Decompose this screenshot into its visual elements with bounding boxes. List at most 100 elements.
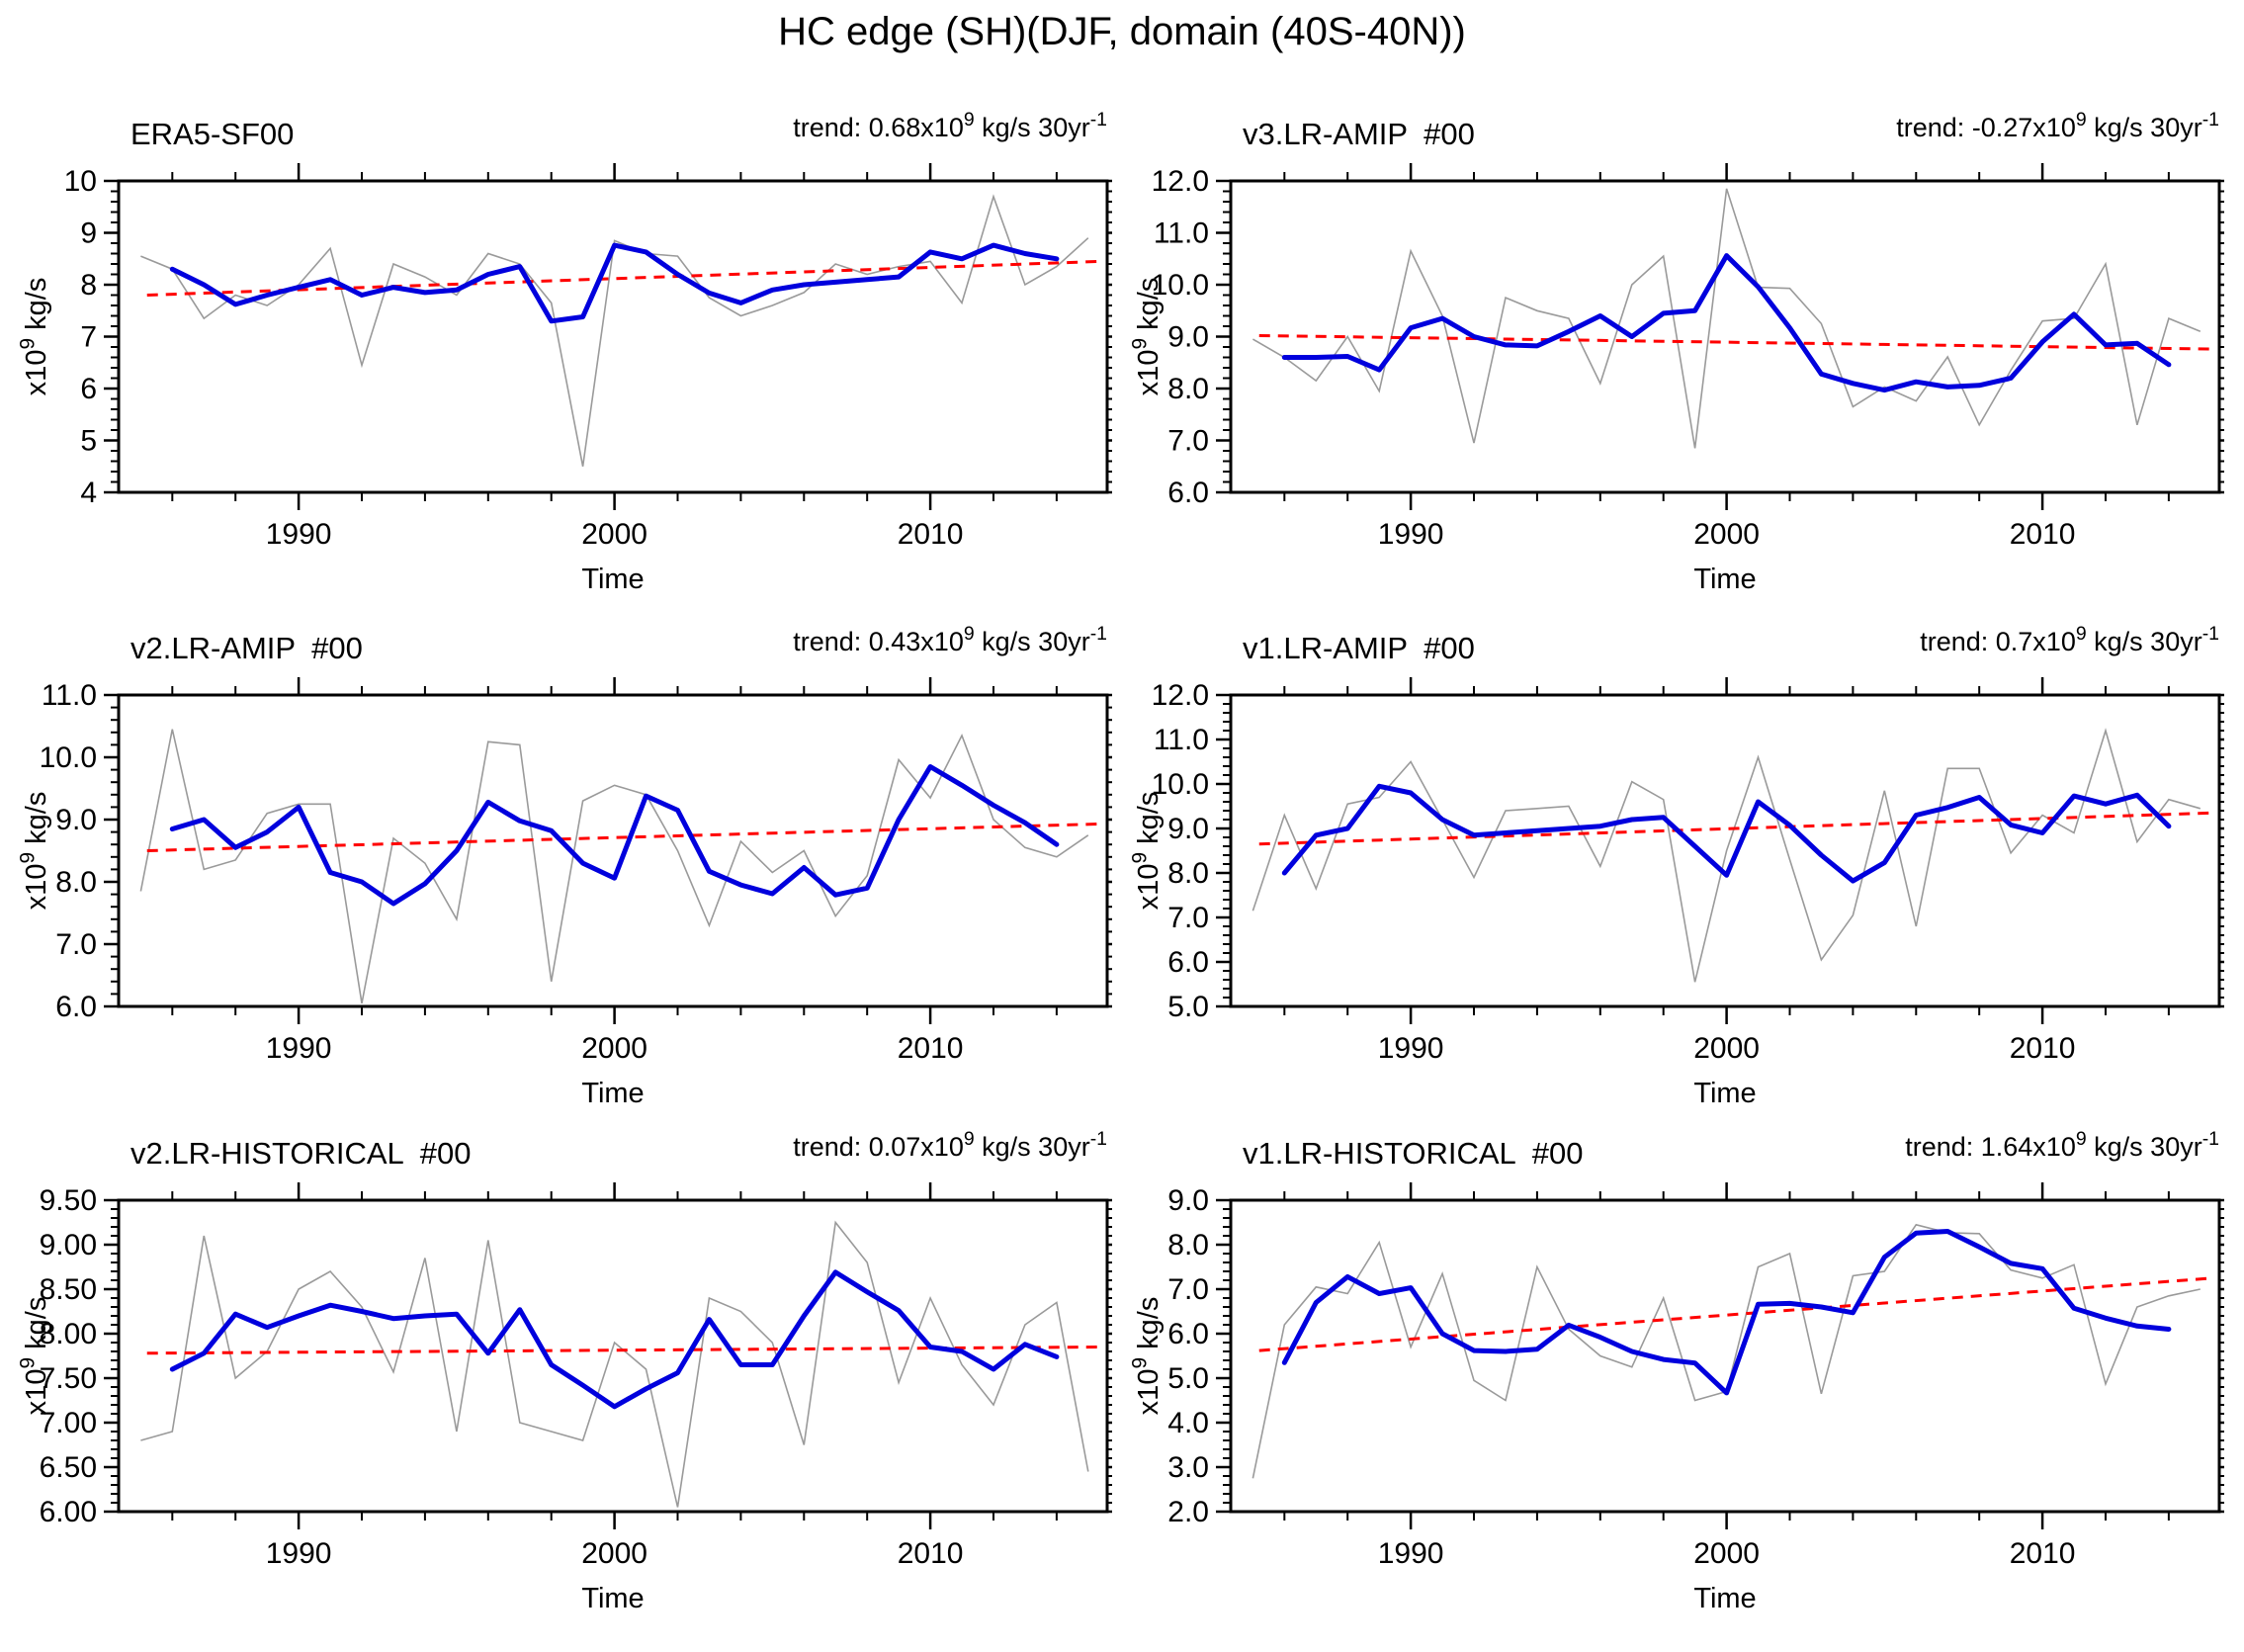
panel-chart-svg: v2.LR-HISTORICAL #00 trend: 0.07x109 kg/s … <box>16 1128 1122 1614</box>
y-tick-label-4.0: 4.0 <box>1167 1407 1209 1439</box>
x-tick-label-2000: 2000 <box>581 1032 647 1065</box>
y-tick-label-6.00: 6.00 <box>40 1496 97 1528</box>
figure-title: HC edge (SH)(DJF, domain (40S-40N)) <box>778 10 1466 53</box>
panel-trend-label: trend: 0.07x109 kg/s 30yr-1 <box>793 1128 1107 1162</box>
y-tick-label-11.0: 11.0 <box>42 679 97 712</box>
y-tick-label-7.0: 7.0 <box>1167 425 1209 458</box>
x-tick-label-2000: 2000 <box>581 518 647 551</box>
plot-frame <box>117 179 1109 494</box>
y-axis-label: x109 kg/s <box>20 792 52 911</box>
blue-smoothed-series-line <box>1281 253 2172 393</box>
x-tick-label-1990: 1990 <box>1378 1032 1444 1065</box>
y-tick-label-7.00: 7.00 <box>40 1407 97 1439</box>
y-tick-label-7: 7 <box>80 321 97 354</box>
y-tick-label-6: 6 <box>80 373 97 405</box>
axis-ticks <box>1216 677 2234 1024</box>
plot-frame <box>1229 693 2221 1008</box>
x-tick-label-2010: 2010 <box>898 1537 964 1570</box>
red-trend-line <box>146 259 1101 297</box>
gray-yearly-series-line <box>1251 1223 2201 1479</box>
panel-trend-label: trend: 0.68x109 kg/s 30yr-1 <box>793 109 1107 142</box>
x-axis-label: Time <box>581 1583 644 1614</box>
x-tick-label-2000: 2000 <box>1693 1537 1760 1570</box>
x-tick-label-1990: 1990 <box>266 1537 332 1570</box>
y-axis-label: x109 kg/s <box>1132 1297 1165 1416</box>
y-tick-label-10.0: 10.0 <box>1152 269 1209 302</box>
y-tick-label-8.0: 8.0 <box>1167 1229 1209 1261</box>
x-tick-label-1990: 1990 <box>266 518 332 551</box>
panel-v2-lr-amip: v2.LR-AMIP #00 trend: 0.43x109 kg/s 30yr-1… <box>16 601 1122 1115</box>
y-tick-label-2.0: 2.0 <box>1167 1496 1209 1528</box>
panel-title: v1.LR-AMIP #00 <box>1243 631 1475 665</box>
y-tick-label-11.0: 11.0 <box>1154 217 1209 250</box>
y-tick-label-12.0: 12.0 <box>1152 165 1209 198</box>
x-axis-label: Time <box>1693 564 1756 595</box>
panel-trend-label: trend: -0.27x109 kg/s 30yr-1 <box>1896 109 2219 142</box>
panel-v1-lr-historical: v1.LR-HISTORICAL #00 trend: 1.64x109 kg/s … <box>1128 1106 2234 1620</box>
axis-ticks <box>104 163 1122 510</box>
y-tick-label-8: 8 <box>80 269 97 302</box>
y-tick-label-8.0: 8.0 <box>1167 373 1209 405</box>
plot-frame <box>117 1198 1109 1514</box>
x-tick-label-1990: 1990 <box>266 1032 332 1065</box>
panel-title: v2.LR-HISTORICAL #00 <box>130 1136 472 1171</box>
y-tick-label-10: 10 <box>64 165 97 198</box>
y-tick-label-9.00: 9.00 <box>40 1229 97 1261</box>
x-tick-label-2000: 2000 <box>1693 518 1760 551</box>
y-tick-label-6.0: 6.0 <box>1167 1318 1209 1350</box>
y-tick-label-8.0: 8.0 <box>55 866 97 899</box>
panel-chart-svg: v3.LR-AMIP #00 trend: -0.27x109 kg/s 30yr-… <box>1128 109 2234 595</box>
x-tick-label-2000: 2000 <box>1693 1032 1760 1065</box>
blue-smoothed-series-line <box>169 764 1060 907</box>
y-tick-label-4: 4 <box>80 477 97 509</box>
red-trend-line <box>1258 333 2213 351</box>
plot-frame <box>117 693 1109 1008</box>
y-tick-label-7.0: 7.0 <box>55 928 97 961</box>
blue-smoothed-series-line <box>1281 1229 2172 1396</box>
panel-title: v1.LR-HISTORICAL #00 <box>1243 1136 1584 1171</box>
panel-trend-label: trend: 0.43x109 kg/s 30yr-1 <box>793 623 1107 656</box>
blue-smoothed-series-line <box>169 1269 1060 1410</box>
panel-era5-sf00: ERA5-SF00 trend: 0.68x109 kg/s 30yr-1 1990… <box>16 87 1122 601</box>
panel-chart-svg: v2.LR-AMIP #00 trend: 0.43x109 kg/s 30yr-1… <box>16 623 1122 1109</box>
panel-v3-lr-amip: v3.LR-AMIP #00 trend: -0.27x109 kg/s 30yr-… <box>1128 87 2234 601</box>
panel-v1-lr-amip: v1.LR-AMIP #00 trend: 0.7x109 kg/s 30yr-1 1… <box>1128 601 2234 1115</box>
y-tick-label-11.0: 11.0 <box>1154 724 1209 756</box>
y-tick-label-6.0: 6.0 <box>1167 477 1209 509</box>
y-tick-label-9.0: 9.0 <box>1167 321 1209 354</box>
y-tick-label-5: 5 <box>80 425 97 458</box>
y-tick-label-10.0: 10.0 <box>40 741 97 774</box>
gray-yearly-series-line <box>1252 188 2201 449</box>
x-axis-label: Time <box>581 564 644 595</box>
panel-title: v3.LR-AMIP #00 <box>1243 117 1475 151</box>
x-tick-label-2010: 2010 <box>898 518 964 551</box>
panel-title: ERA5-SF00 <box>130 117 294 151</box>
red-trend-line <box>1258 1276 2213 1352</box>
gray-yearly-series-line <box>1251 728 2201 983</box>
red-trend-line <box>146 822 1101 852</box>
panel-chart-svg: v1.LR-AMIP #00 trend: 0.7x109 kg/s 30yr-1 1… <box>1128 623 2234 1109</box>
x-tick-label-1990: 1990 <box>1378 518 1444 551</box>
y-tick-label-12.0: 12.0 <box>1152 679 1209 712</box>
y-tick-label-5.0: 5.0 <box>1167 991 1209 1023</box>
x-tick-label-2010: 2010 <box>2010 1537 2076 1570</box>
y-tick-label-6.0: 6.0 <box>55 991 97 1023</box>
y-tick-label-5.0: 5.0 <box>1167 1362 1209 1395</box>
axis-ticks <box>104 1182 1122 1529</box>
y-axis-label: x109 kg/s <box>20 278 52 396</box>
y-tick-label-9.0: 9.0 <box>55 804 97 836</box>
y-tick-label-9.50: 9.50 <box>40 1184 97 1217</box>
y-tick-label-8.0: 8.0 <box>1167 857 1209 890</box>
panel-trend-label: trend: 1.64x109 kg/s 30yr-1 <box>1905 1128 2219 1162</box>
y-tick-label-3.0: 3.0 <box>1167 1451 1209 1484</box>
blue-smoothed-series-line <box>169 242 1060 324</box>
y-tick-label-6.0: 6.0 <box>1167 946 1209 979</box>
x-axis-label: Time <box>581 1078 644 1109</box>
y-tick-label-7.0: 7.0 <box>1167 1273 1209 1306</box>
blue-smoothed-series-line <box>1281 783 2172 884</box>
axis-ticks <box>1216 1182 2234 1529</box>
panel-title: v2.LR-AMIP #00 <box>130 631 363 665</box>
y-axis-label: x109 kg/s <box>1132 278 1165 396</box>
y-tick-label-10.0: 10.0 <box>1152 768 1209 801</box>
axis-ticks <box>104 677 1122 1024</box>
